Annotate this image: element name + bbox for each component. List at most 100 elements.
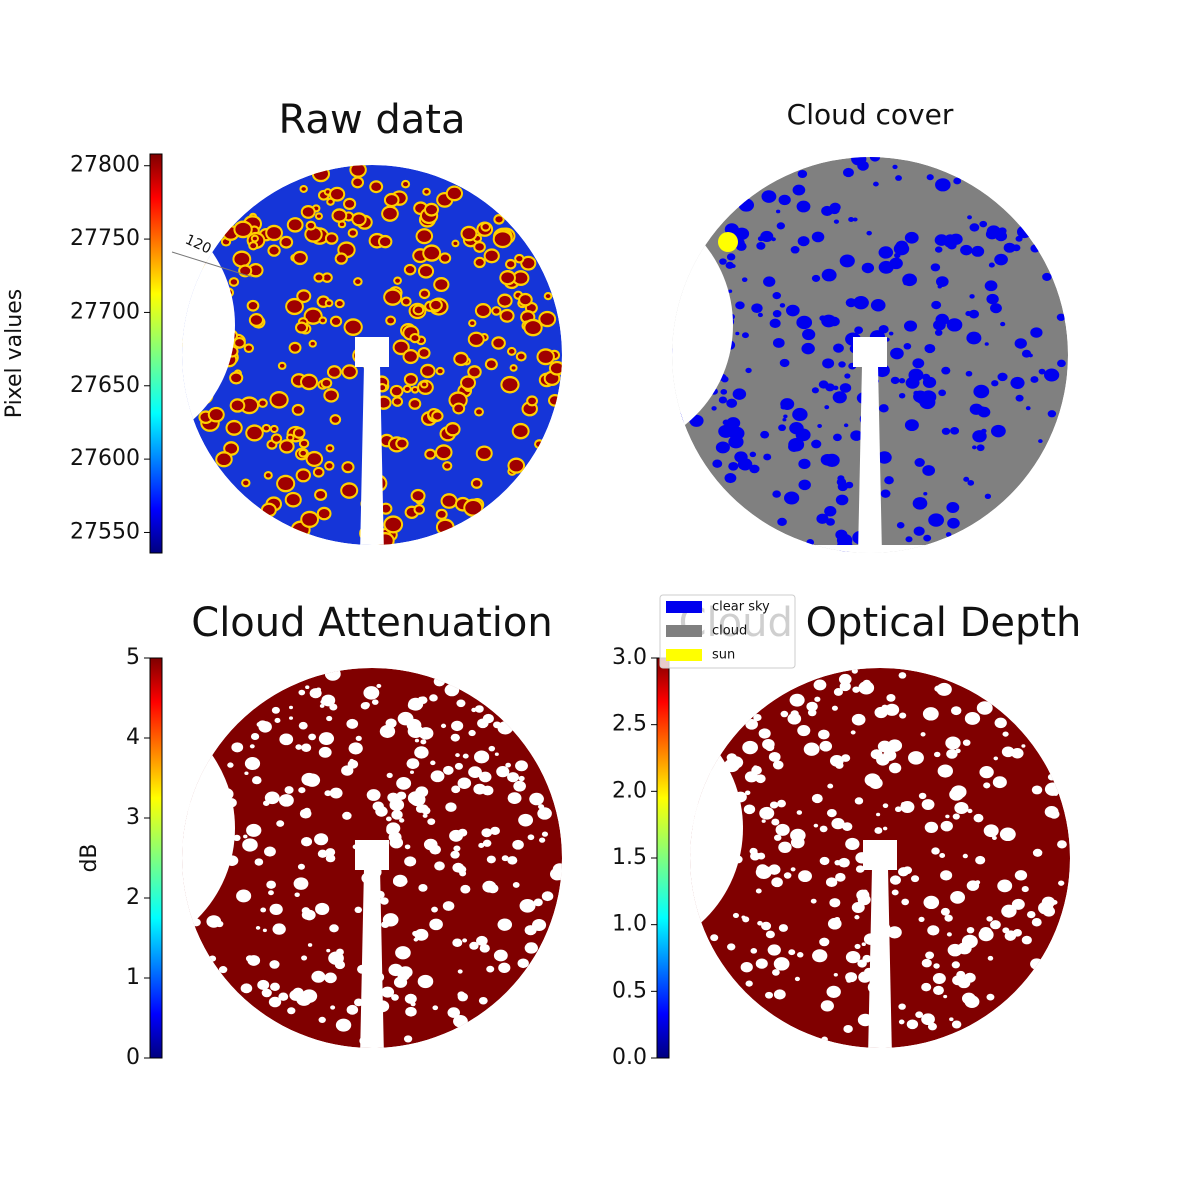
blob — [1051, 900, 1058, 905]
blob — [778, 841, 792, 853]
blob — [475, 243, 484, 251]
blob — [545, 294, 551, 299]
blob — [758, 728, 771, 739]
blob — [328, 367, 340, 377]
blob — [831, 705, 838, 711]
blob — [386, 825, 398, 836]
blob — [950, 706, 962, 716]
blob — [435, 279, 448, 290]
blob — [753, 713, 762, 722]
blob — [325, 854, 336, 863]
blob — [405, 1006, 417, 1017]
blob — [838, 857, 850, 868]
blob — [759, 806, 775, 820]
blob — [386, 772, 393, 778]
blob — [403, 1035, 413, 1043]
blob — [446, 424, 459, 435]
blob — [924, 343, 936, 354]
blob — [757, 312, 763, 318]
blob — [319, 704, 325, 708]
blob — [293, 406, 303, 414]
blob — [264, 846, 276, 857]
blob — [908, 368, 924, 382]
blob — [715, 441, 730, 454]
blob — [278, 477, 294, 490]
blob — [966, 331, 982, 345]
blob — [876, 812, 881, 817]
blob — [287, 300, 302, 313]
blob — [482, 880, 497, 893]
blob — [1030, 327, 1043, 338]
blob — [475, 258, 484, 266]
blob — [429, 694, 438, 702]
blob — [250, 243, 257, 249]
blob — [1057, 359, 1066, 368]
blob — [937, 764, 953, 778]
blob — [447, 187, 462, 200]
blob — [898, 393, 906, 399]
blob — [771, 818, 780, 826]
blob — [272, 923, 286, 935]
blob — [966, 926, 975, 934]
blob — [502, 378, 518, 392]
blob — [975, 855, 986, 865]
colorbar — [149, 153, 163, 554]
blob — [735, 331, 740, 336]
tick-label: 27550 — [70, 519, 140, 544]
blob — [519, 899, 536, 913]
blob — [417, 974, 434, 989]
blob — [246, 823, 262, 837]
blob — [471, 707, 477, 713]
blob — [769, 318, 781, 329]
blob — [254, 858, 264, 866]
blob — [1031, 785, 1043, 795]
blob — [719, 258, 727, 265]
blob — [976, 701, 993, 715]
blob — [1003, 833, 1012, 840]
blob — [887, 739, 903, 752]
blob — [459, 870, 467, 877]
blob — [507, 772, 519, 783]
blob — [742, 916, 750, 923]
blob — [524, 942, 538, 954]
blob — [457, 969, 463, 974]
blob — [796, 200, 811, 213]
blob — [850, 430, 863, 441]
colorbar-label: dB — [77, 843, 102, 872]
blob — [921, 799, 935, 810]
blob — [227, 762, 234, 768]
blob — [1031, 918, 1042, 927]
blob — [979, 926, 992, 938]
blob — [986, 916, 993, 922]
blob — [328, 951, 344, 965]
blob — [1057, 840, 1067, 849]
blob — [252, 236, 257, 241]
blob — [541, 891, 554, 902]
blob — [997, 879, 1013, 893]
blob — [951, 961, 960, 969]
blob — [898, 672, 907, 679]
blob — [853, 296, 869, 310]
blob — [931, 300, 942, 310]
blob — [316, 490, 326, 499]
blob — [946, 932, 952, 937]
blob — [407, 791, 424, 805]
blob — [314, 833, 329, 846]
blob — [326, 463, 333, 469]
blob — [420, 290, 429, 297]
blob — [760, 430, 770, 439]
blob — [797, 724, 811, 737]
blob — [385, 290, 401, 304]
blob — [271, 706, 280, 714]
blob — [728, 461, 739, 471]
blob — [904, 231, 919, 244]
blob — [426, 205, 437, 215]
blob — [926, 174, 934, 181]
blob — [541, 831, 549, 837]
blob — [333, 210, 346, 221]
blob — [779, 358, 790, 368]
blob — [305, 309, 321, 323]
blob — [326, 234, 337, 243]
blob — [422, 813, 428, 818]
blob — [437, 369, 443, 374]
